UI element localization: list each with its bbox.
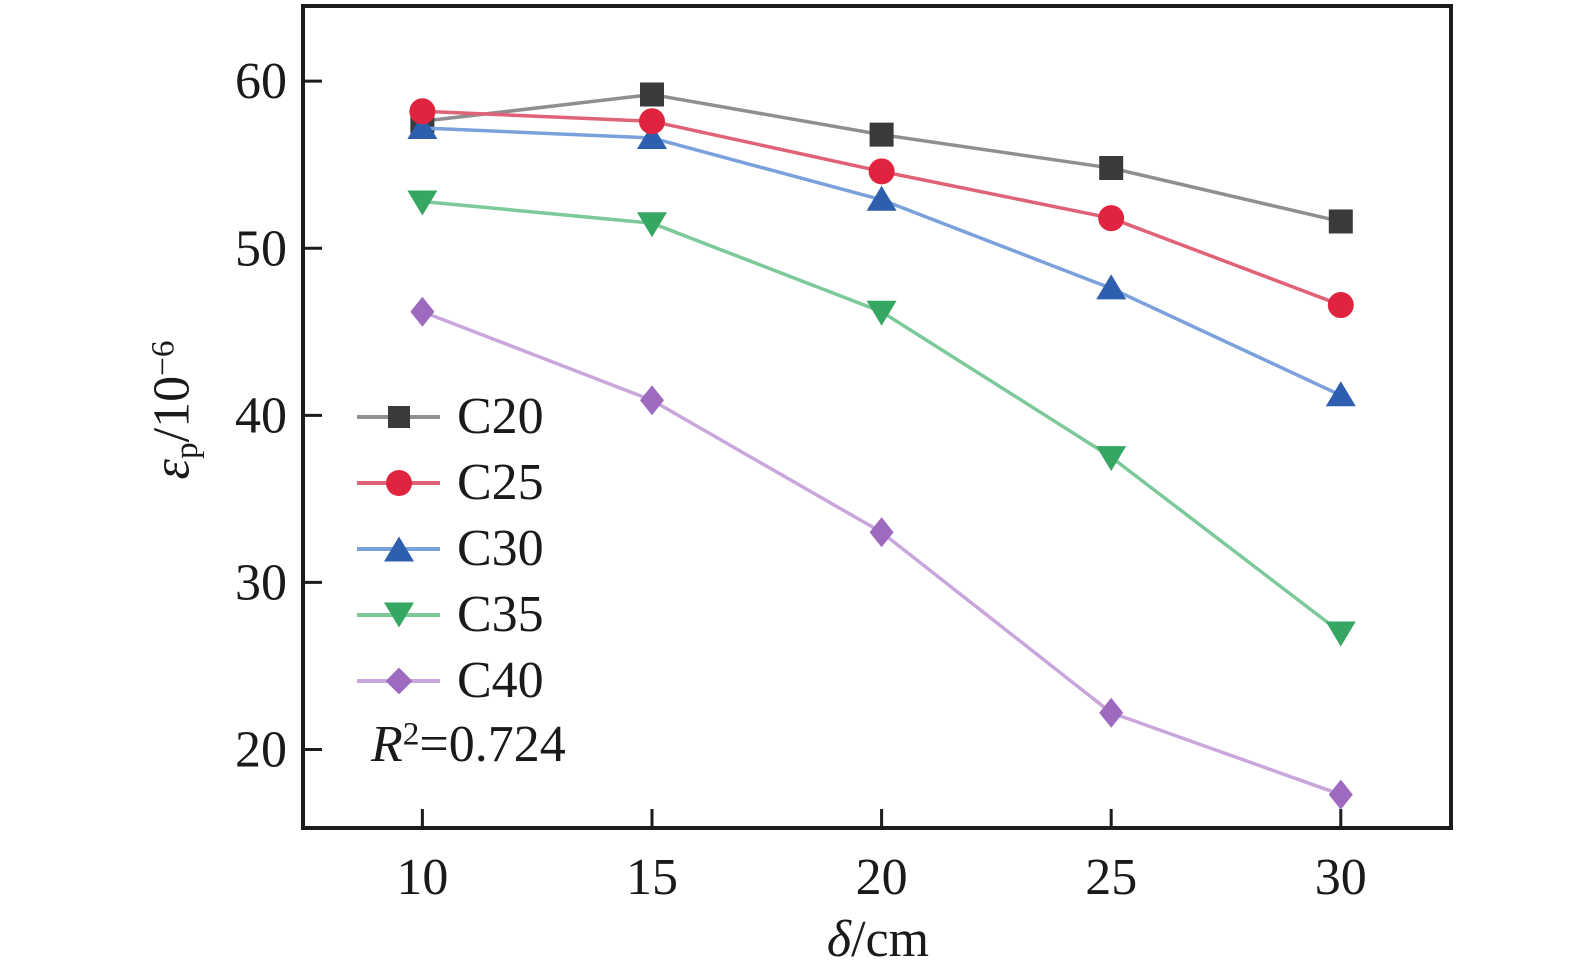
legend-item-C40: C40 bbox=[357, 648, 544, 714]
y-tick-label-20: 20 bbox=[235, 721, 287, 778]
triangle-down-marker-icon bbox=[383, 602, 414, 628]
marker-C25-x30 bbox=[1327, 292, 1354, 319]
x-label-delta: δ bbox=[826, 911, 852, 968]
x-tick-label-30: 30 bbox=[1315, 849, 1367, 906]
marker-C30-x15 bbox=[636, 123, 667, 149]
marker-C35-x30 bbox=[1325, 621, 1356, 647]
x-tick-label-10: 10 bbox=[396, 849, 448, 906]
triangle-up-marker-icon bbox=[383, 536, 414, 562]
marker-C20-x20 bbox=[869, 122, 894, 147]
plot-frame bbox=[301, 4, 1453, 830]
legend-item-C35: C35 bbox=[357, 582, 544, 648]
legend: C20 C25 C30 C35 C40 bbox=[357, 384, 544, 714]
y-tick-label-60: 60 bbox=[235, 53, 287, 110]
legend-label-C20: C20 bbox=[457, 388, 544, 445]
y-label-unit: /10 bbox=[143, 375, 201, 443]
marker-C35-x20 bbox=[866, 300, 897, 326]
r-squared-annotation: R2=0.724 bbox=[371, 716, 566, 773]
legend-sample-C40 bbox=[357, 666, 440, 696]
annotation-r: R bbox=[371, 716, 403, 773]
annotation-value: =0.724 bbox=[419, 716, 566, 773]
marker-C40-x10 bbox=[410, 296, 435, 327]
marker-C30-x20 bbox=[866, 185, 897, 211]
marker-C35-x15 bbox=[636, 212, 667, 238]
marker-C30-x10 bbox=[407, 113, 438, 139]
marker-C20-x30 bbox=[1328, 209, 1353, 234]
legend-label-C40: C40 bbox=[457, 652, 544, 709]
y-axis-label: εp/10−6 bbox=[143, 340, 206, 480]
series-C35 bbox=[407, 190, 1356, 647]
legend-item-C20: C20 bbox=[357, 384, 544, 450]
y-tick-label-30: 30 bbox=[235, 554, 287, 611]
annotation-exponent: 2 bbox=[402, 715, 420, 753]
x-tick-label-25: 25 bbox=[1085, 849, 1137, 906]
legend-label-C35: C35 bbox=[457, 586, 544, 643]
marker-C20-x25 bbox=[1099, 156, 1124, 181]
marker-C30-x25 bbox=[1096, 274, 1127, 300]
diamond-marker-icon bbox=[385, 667, 412, 695]
marker-C30-x30 bbox=[1325, 381, 1356, 407]
marker-C20-x15 bbox=[639, 82, 664, 107]
marker-C25-x25 bbox=[1098, 205, 1125, 232]
marker-C35-x10 bbox=[407, 190, 438, 216]
legend-label-C25: C25 bbox=[457, 454, 544, 511]
legend-sample-C25 bbox=[357, 468, 440, 498]
marker-C40-x20 bbox=[869, 517, 894, 548]
legend-sample-C35 bbox=[357, 600, 440, 630]
y-label-exponent: −6 bbox=[144, 340, 182, 376]
circle-marker-icon bbox=[385, 470, 412, 496]
y-label-epsilon: ε bbox=[143, 459, 201, 480]
marker-C40-x15 bbox=[639, 385, 664, 416]
square-marker-icon bbox=[387, 406, 410, 428]
series-C25 bbox=[409, 98, 1354, 319]
legend-item-C30: C30 bbox=[357, 516, 544, 582]
marker-C25-x20 bbox=[868, 158, 895, 185]
legend-item-C25: C25 bbox=[357, 450, 544, 516]
marker-C25-x15 bbox=[638, 108, 665, 135]
series-C30 bbox=[407, 113, 1356, 407]
marker-C25-x10 bbox=[409, 98, 436, 125]
series-C40 bbox=[410, 296, 1353, 810]
y-tick-label-50: 50 bbox=[235, 220, 287, 277]
legend-sample-C30 bbox=[357, 534, 440, 564]
x-tick-label-20: 20 bbox=[856, 849, 908, 906]
legend-label-C30: C30 bbox=[457, 520, 544, 577]
series-line-C35 bbox=[422, 199, 1342, 634]
marker-C40-x30 bbox=[1328, 779, 1353, 810]
y-label-subscript: p bbox=[168, 442, 206, 459]
x-axis-label: δ/cm bbox=[827, 914, 929, 966]
marker-C35-x25 bbox=[1096, 446, 1127, 472]
x-label-unit: /cm bbox=[851, 911, 930, 968]
marker-C40-x25 bbox=[1099, 697, 1124, 728]
y-tick-label-40: 40 bbox=[235, 387, 287, 444]
legend-sample-C20 bbox=[357, 402, 440, 432]
x-tick-label-15: 15 bbox=[626, 849, 678, 906]
series-C20 bbox=[410, 82, 1353, 234]
